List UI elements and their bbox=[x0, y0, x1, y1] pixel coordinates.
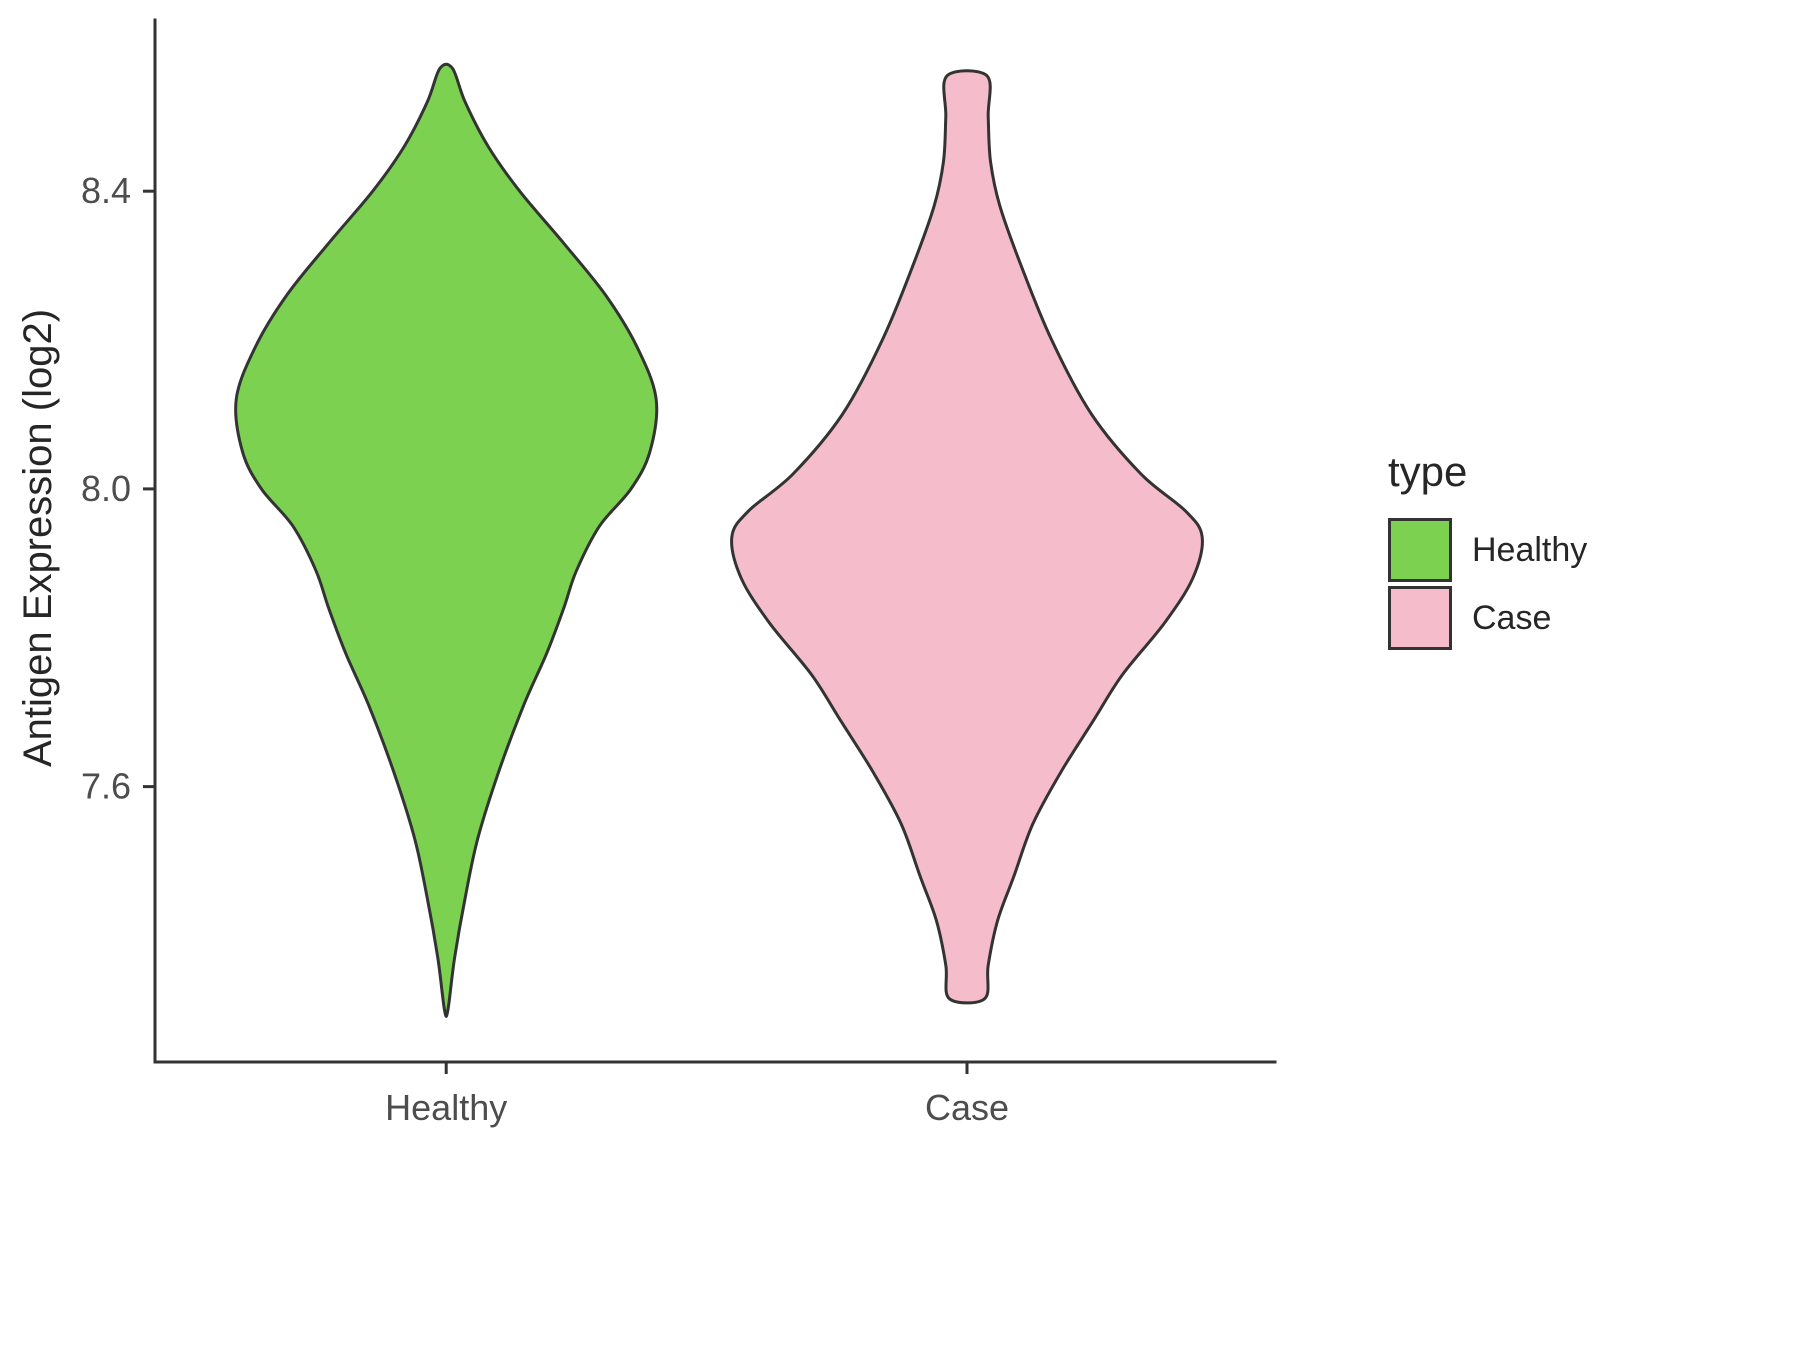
y-tick-label: 7.6 bbox=[81, 766, 131, 807]
x-tick-label: Case bbox=[925, 1087, 1009, 1128]
y-tick-label: 8.0 bbox=[81, 468, 131, 509]
legend-entry-case: Case bbox=[1388, 586, 1587, 650]
legend-swatch-case-icon bbox=[1388, 586, 1452, 650]
legend-swatch-healthy-icon bbox=[1388, 518, 1452, 582]
legend-label-case: Case bbox=[1472, 598, 1552, 637]
legend-title: type bbox=[1388, 448, 1468, 495]
legend: type Healthy Case bbox=[1388, 448, 1587, 654]
x-tick-label: Healthy bbox=[385, 1087, 507, 1128]
violin-case bbox=[730, 69, 1204, 1005]
y-tick-label: 8.4 bbox=[81, 170, 131, 211]
legend-label-healthy: Healthy bbox=[1472, 530, 1588, 569]
legend-entry-healthy: Healthy bbox=[1388, 518, 1587, 582]
violin-healthy bbox=[234, 62, 659, 1018]
y-axis-title: Antigen Expression (log2) bbox=[16, 308, 60, 768]
